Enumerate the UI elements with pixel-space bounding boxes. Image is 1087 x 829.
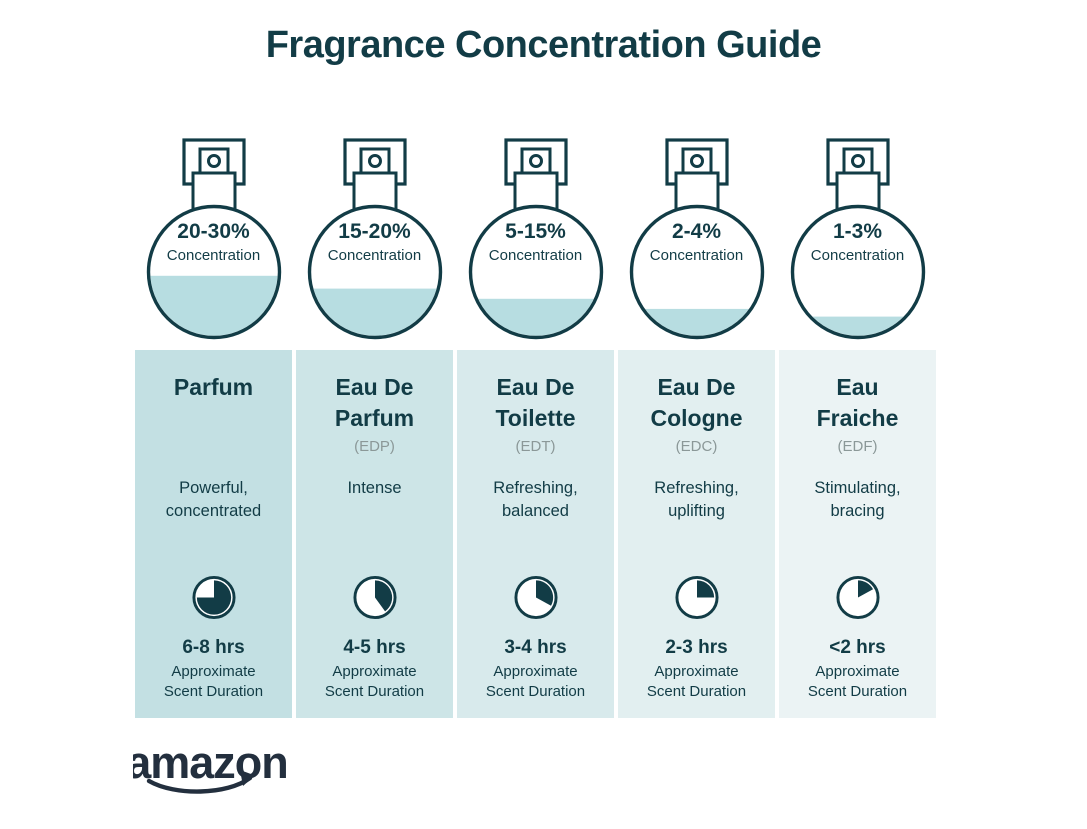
perfume-bottle-icon <box>307 138 442 340</box>
smile-arrow-icon <box>146 775 253 794</box>
clock-icon <box>835 575 880 620</box>
type-name: Eau Fraiche <box>816 374 899 431</box>
clock-wrap <box>512 574 559 621</box>
type-description: Intense <box>347 479 402 497</box>
type-columns-row: Parfum Powerful, concentrated 6-8 hrs Ap… <box>135 350 936 718</box>
bottle-eau-fraiche: 1-3% Concentration <box>779 136 936 340</box>
duration-value: 4-5 hrs <box>343 637 406 658</box>
type-name: Eau De Parfum <box>334 374 415 431</box>
type-name: Eau De Cologne <box>650 374 743 431</box>
bottle-fill <box>149 275 278 336</box>
amazon-logo-svg: amazon <box>126 737 289 794</box>
duration-subtitle: Approximate Scent Duration <box>646 663 747 700</box>
perfume-bottle-icon <box>790 138 925 340</box>
type-name: Parfum <box>173 374 254 400</box>
clock-wrap <box>834 574 881 621</box>
duration-value: 3-4 hrs <box>504 637 567 658</box>
type-head: Parfum <box>135 372 292 406</box>
bottle-eau-de-toilette: 5-15% Concentration <box>457 136 614 340</box>
clock-icon <box>352 575 397 620</box>
duration-subtitle: Approximate Scent Duration <box>807 663 908 700</box>
type-description: Refreshing, uplifting <box>654 479 739 520</box>
duration-subtitle: Approximate Scent Duration <box>324 663 425 700</box>
type-name: Eau De Toilette <box>495 374 576 431</box>
clock-icon <box>674 575 719 620</box>
bottle-eau-de-parfum: 15-20% Concentration <box>296 136 453 340</box>
type-column-parfum: Parfum Powerful, concentrated 6-8 hrs Ap… <box>135 350 292 718</box>
type-description: Stimulating, bracing <box>814 479 901 520</box>
type-description: Refreshing, balanced <box>493 479 578 520</box>
clock-icon <box>513 575 558 620</box>
perfume-bottle-icon <box>146 138 281 340</box>
clock-icon <box>191 575 236 620</box>
type-column-eau-de-parfum: Eau De Parfum (EDP) Intense 4-5 hrs Appr… <box>296 350 453 718</box>
bottle-fill <box>793 316 922 336</box>
bottle-eau-de-cologne: 2-4% Concentration <box>618 136 775 340</box>
type-abbr: (EDP) <box>354 438 395 455</box>
duration-value: 2-3 hrs <box>665 637 728 658</box>
duration-value: 6-8 hrs <box>182 637 245 658</box>
type-column-eau-de-toilette: Eau De Toilette (EDT) Refreshing, balanc… <box>457 350 614 718</box>
clock-wrap <box>190 574 237 621</box>
type-abbr: (EDF) <box>837 438 878 455</box>
type-head: Eau De Parfum (EDP) <box>296 372 453 457</box>
type-column-eau-de-cologne: Eau De Cologne (EDC) Refreshing, uplifti… <box>618 350 775 718</box>
clock-wrap <box>673 574 720 621</box>
type-head: Eau Fraiche (EDF) <box>779 372 936 457</box>
perfume-bottle-icon <box>629 138 764 340</box>
duration-subtitle: Approximate Scent Duration <box>485 663 586 700</box>
clock-wrap <box>351 574 398 621</box>
bottles-row: 20-30% Concentration 15-20% Concentratio… <box>135 136 936 340</box>
bottle-fill <box>632 308 761 336</box>
type-abbr: (EDC) <box>675 438 718 455</box>
page-title: Fragrance Concentration Guide <box>265 24 822 66</box>
bottle-parfum: 20-30% Concentration <box>135 136 292 340</box>
perfume-bottle-icon <box>468 138 603 340</box>
amazon-logo-text: amazon <box>133 738 288 788</box>
duration-subtitle: Approximate Scent Duration <box>163 663 264 700</box>
smile-arrow-tip-icon <box>240 770 255 786</box>
duration-value: <2 hrs <box>829 637 886 658</box>
type-column-eau-fraiche: Eau Fraiche (EDF) Stimulating, bracing <… <box>779 350 936 718</box>
type-description: Powerful, concentrated <box>165 479 262 520</box>
amazon-logo: amazon <box>126 737 291 809</box>
type-head: Eau De Toilette (EDT) <box>457 372 614 457</box>
bottle-fill <box>310 288 439 336</box>
type-abbr: (EDT) <box>515 438 556 455</box>
type-head: Eau De Cologne (EDC) <box>618 372 775 457</box>
